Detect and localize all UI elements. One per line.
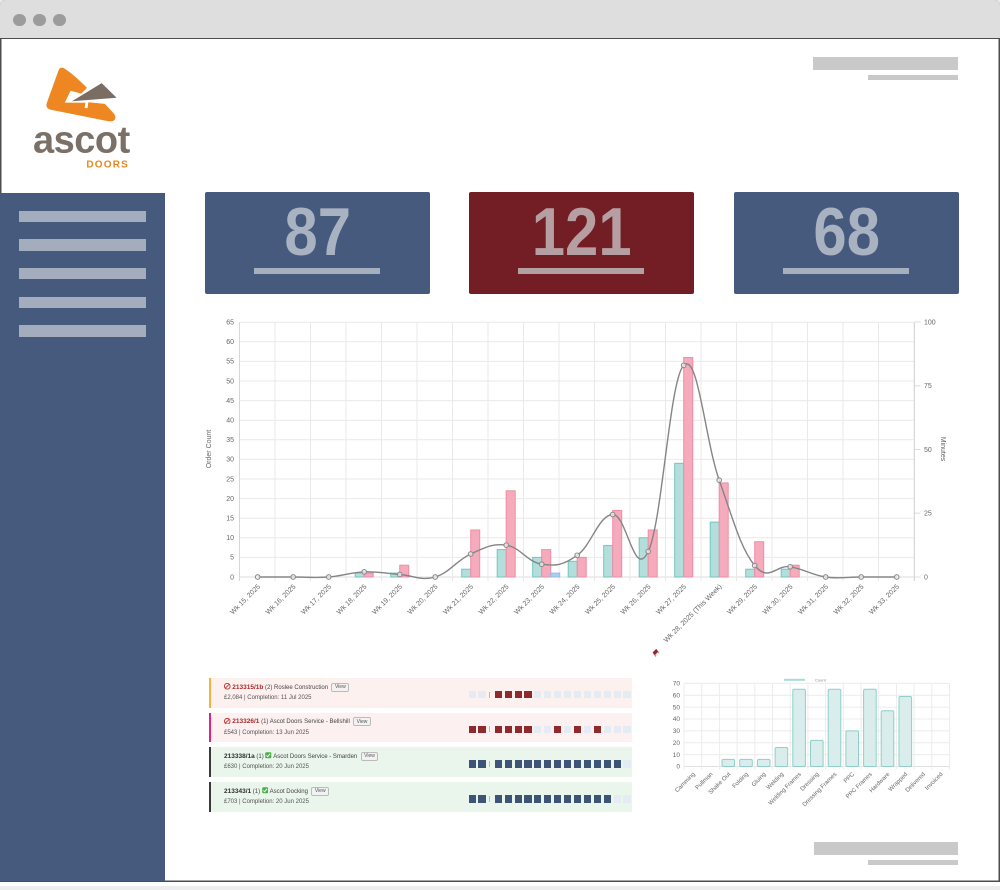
svg-text:40: 40 [673,716,681,723]
svg-text:Minutes: Minutes [939,437,946,462]
svg-text:Order Count: Order Count [206,430,213,469]
svg-text:100: 100 [924,319,936,326]
svg-text:75: 75 [924,383,932,390]
svg-text:Count: Count [815,678,827,683]
svg-text:Camming: Camming [674,772,696,794]
svg-text:50: 50 [673,704,681,711]
svg-text:20: 20 [226,496,234,503]
svg-text:ascot: ascot [33,120,131,162]
svg-text:DOORS: DOORS [86,160,129,171]
svg-text:55: 55 [226,359,234,366]
svg-text:45: 45 [226,398,234,405]
svg-text:25: 25 [924,511,932,518]
svg-text:50: 50 [226,378,234,385]
svg-text:0: 0 [924,574,928,581]
svg-text:Folding: Folding [732,772,750,790]
svg-text:5: 5 [230,555,234,562]
svg-text:40: 40 [226,418,234,425]
svg-text:Dressing Frames: Dressing Frames [802,772,839,809]
svg-text:Invoiced: Invoiced [924,772,944,792]
svg-text:65: 65 [226,320,234,327]
svg-text:10: 10 [673,752,681,759]
svg-text:Welding Frames: Welding Frames [768,772,803,807]
svg-text:30: 30 [673,728,681,735]
svg-text:35: 35 [226,437,234,444]
svg-text:20: 20 [673,740,681,747]
svg-text:70: 70 [673,681,681,688]
svg-text:0: 0 [676,764,680,771]
svg-text:30: 30 [226,457,234,464]
svg-text:Gluing: Gluing [751,772,768,789]
svg-text:60: 60 [226,339,234,346]
svg-text:15: 15 [226,516,234,523]
svg-text:0: 0 [230,574,234,581]
svg-text:10: 10 [226,535,234,542]
svg-text:50: 50 [924,447,932,454]
svg-text:PPC: PPC [843,771,856,784]
svg-text:60: 60 [673,693,681,700]
svg-text:25: 25 [226,476,234,483]
